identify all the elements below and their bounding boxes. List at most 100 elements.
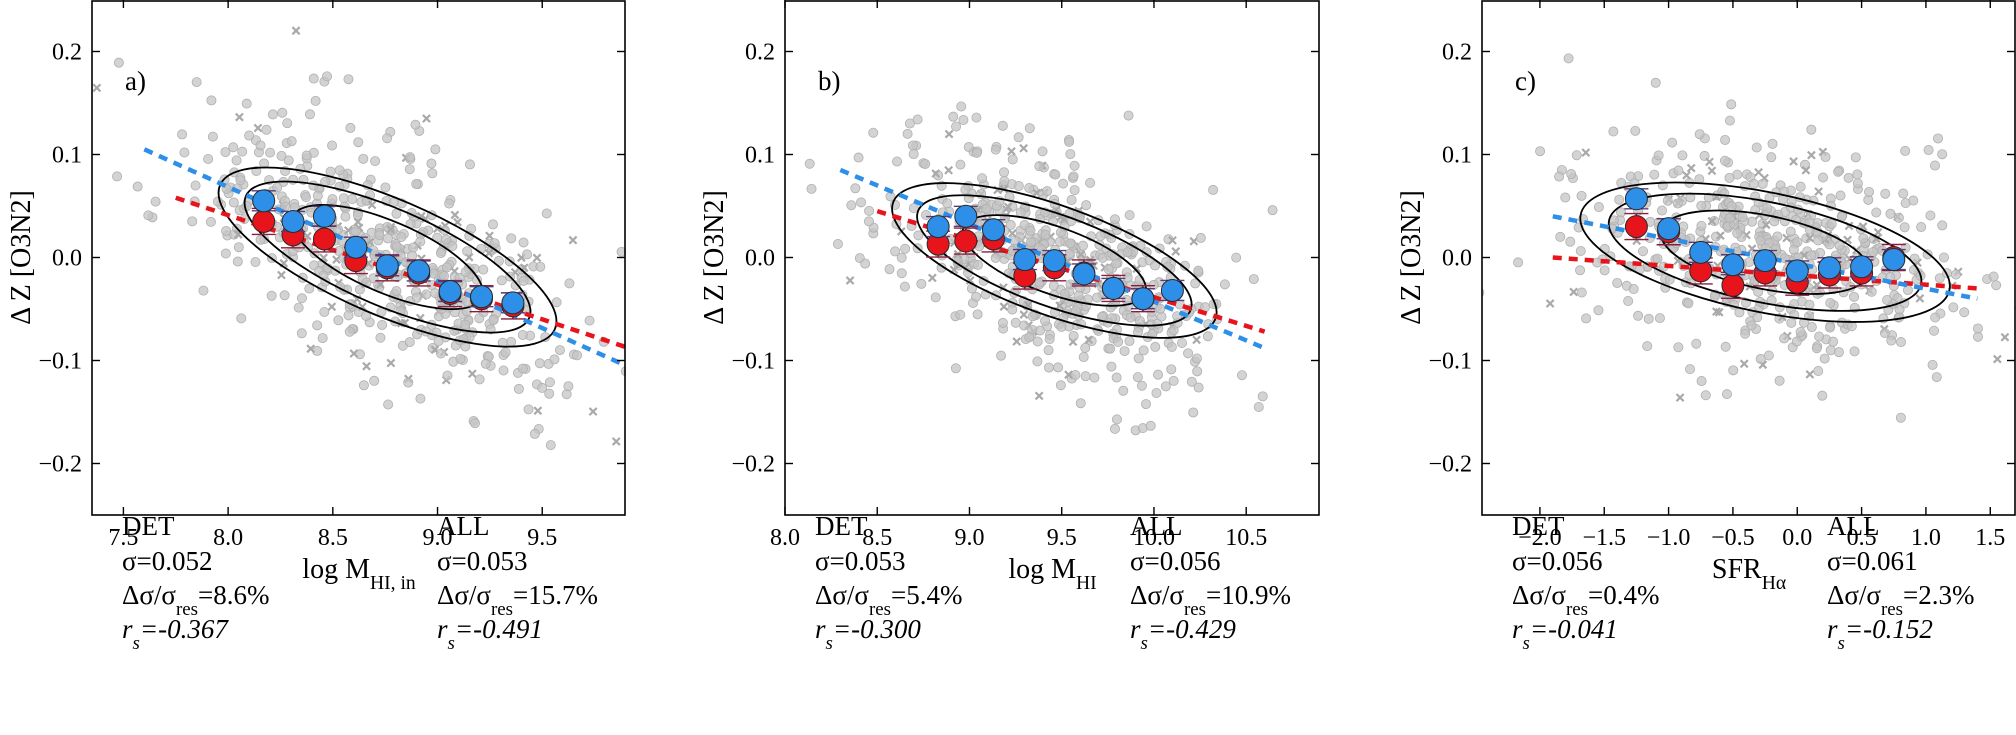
background-point — [456, 354, 465, 363]
background-point — [1137, 381, 1146, 390]
background-point — [885, 265, 894, 274]
background-point — [1729, 366, 1738, 375]
background-point — [345, 327, 354, 336]
background-point — [972, 113, 981, 122]
all-rs: rs=-0.152 — [1827, 614, 1933, 654]
background-point — [1939, 253, 1948, 262]
text-main: log M — [302, 554, 370, 585]
background-point — [1722, 390, 1731, 399]
background-points — [93, 27, 689, 450]
background-point — [431, 145, 440, 154]
all-point — [408, 260, 430, 282]
background-point — [144, 211, 153, 220]
background-point — [335, 166, 344, 175]
background-point — [565, 279, 574, 288]
background-point — [242, 99, 251, 108]
background-point — [133, 182, 142, 191]
background-point — [1624, 296, 1633, 305]
background-point — [917, 279, 926, 288]
background-point — [1629, 284, 1638, 293]
background-point — [439, 271, 448, 280]
background-point — [1836, 191, 1845, 200]
background-point — [1609, 127, 1618, 136]
background-point — [221, 249, 230, 258]
all-rs: rs=-0.429 — [1130, 614, 1236, 654]
background-cross — [1875, 229, 1882, 236]
background-point — [1045, 335, 1054, 344]
background-point — [1141, 399, 1150, 408]
background-point — [465, 160, 474, 169]
background-point — [1851, 153, 1860, 162]
background-point — [1104, 265, 1113, 274]
text-subscript: HI, in — [370, 573, 416, 594]
background-point — [956, 160, 965, 169]
y-axis-label: Δ Z [O3N2] — [1396, 190, 1427, 325]
background-point — [865, 206, 874, 215]
background-point — [267, 291, 276, 300]
background-point — [535, 359, 544, 368]
background-point — [1106, 344, 1115, 353]
background-point — [297, 294, 306, 303]
background-point — [1112, 373, 1121, 382]
background-point — [1056, 381, 1065, 390]
background-point — [1973, 324, 1982, 333]
background-point — [405, 165, 414, 174]
background-point — [1194, 266, 1203, 275]
background-point — [960, 255, 969, 264]
det-point — [1625, 216, 1647, 238]
background-point — [287, 137, 296, 146]
background-point — [191, 181, 200, 190]
background-point — [1768, 139, 1777, 148]
background-point — [1146, 421, 1155, 430]
background-point — [488, 220, 497, 229]
background-point — [481, 359, 490, 368]
background-point — [1232, 253, 1241, 262]
background-point — [1567, 169, 1576, 178]
background-point — [1249, 274, 1258, 283]
background-point — [381, 183, 390, 192]
background-cross — [1683, 172, 1690, 179]
background-point — [1844, 173, 1853, 182]
all-point — [345, 236, 367, 258]
background-point — [1834, 167, 1843, 176]
all-point — [1658, 218, 1680, 240]
background-point — [1807, 322, 1816, 331]
background-point — [436, 349, 445, 358]
text-main: log M — [1008, 554, 1076, 585]
text-tail: =15.7% — [513, 580, 598, 610]
background-point — [341, 212, 350, 221]
background-point — [892, 157, 901, 166]
background-point — [518, 330, 527, 339]
background-point — [1733, 229, 1742, 238]
text-main: Δσ/σ — [815, 580, 869, 610]
background-point — [909, 149, 918, 158]
background-point — [1886, 209, 1895, 218]
background-point — [507, 234, 516, 243]
all-point — [1851, 256, 1873, 278]
background-point — [1011, 318, 1020, 327]
background-point — [1720, 189, 1729, 198]
background-point — [1014, 133, 1023, 142]
background-point — [1069, 172, 1078, 181]
background-point — [427, 159, 436, 168]
plot-area — [93, 27, 689, 450]
background-point — [864, 217, 873, 226]
background-point — [1008, 155, 1017, 164]
background-point — [1767, 153, 1776, 162]
background-point — [461, 267, 470, 276]
background-point — [1110, 424, 1119, 433]
background-point — [1153, 319, 1162, 328]
y-tick-label: 0.2 — [1442, 40, 1472, 66]
all-point — [1014, 249, 1036, 271]
background-point — [1821, 152, 1830, 161]
background-point — [234, 243, 243, 252]
background-point — [921, 159, 930, 168]
background-point — [956, 310, 965, 319]
background-point — [475, 314, 484, 323]
background-cross — [1706, 158, 1713, 165]
background-cross — [846, 277, 853, 284]
background-point — [1081, 372, 1090, 381]
background-point — [1931, 313, 1940, 322]
background-point — [630, 410, 639, 419]
background-point — [229, 143, 238, 152]
